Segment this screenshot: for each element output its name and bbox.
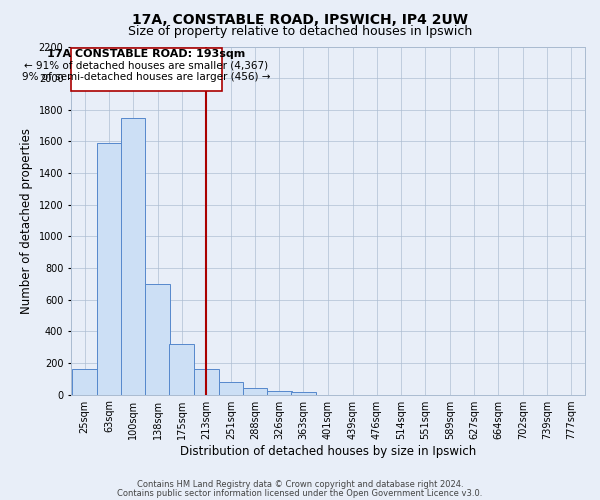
Bar [169,344,194,395]
Bar [218,382,243,394]
Bar [121,118,145,394]
X-axis label: Distribution of detached houses by size in Ipswich: Distribution of detached houses by size … [180,444,476,458]
Bar [145,284,170,395]
Bar [73,370,97,394]
Bar [291,392,316,394]
Text: Contains HM Land Registry data © Crown copyright and database right 2024.: Contains HM Land Registry data © Crown c… [137,480,463,489]
Text: 17A CONSTABLE ROAD: 193sqm: 17A CONSTABLE ROAD: 193sqm [47,50,245,59]
FancyBboxPatch shape [71,48,222,91]
Text: ← 91% of detached houses are smaller (4,367): ← 91% of detached houses are smaller (4,… [25,60,268,70]
Text: 9% of semi-detached houses are larger (456) →: 9% of semi-detached houses are larger (4… [22,72,271,82]
Y-axis label: Number of detached properties: Number of detached properties [20,128,33,314]
Bar [97,143,122,395]
Bar [267,392,292,394]
Bar [194,370,218,394]
Text: 17A, CONSTABLE ROAD, IPSWICH, IP4 2UW: 17A, CONSTABLE ROAD, IPSWICH, IP4 2UW [132,12,468,26]
Bar [242,388,267,394]
Text: Contains public sector information licensed under the Open Government Licence v3: Contains public sector information licen… [118,488,482,498]
Text: Size of property relative to detached houses in Ipswich: Size of property relative to detached ho… [128,25,472,38]
